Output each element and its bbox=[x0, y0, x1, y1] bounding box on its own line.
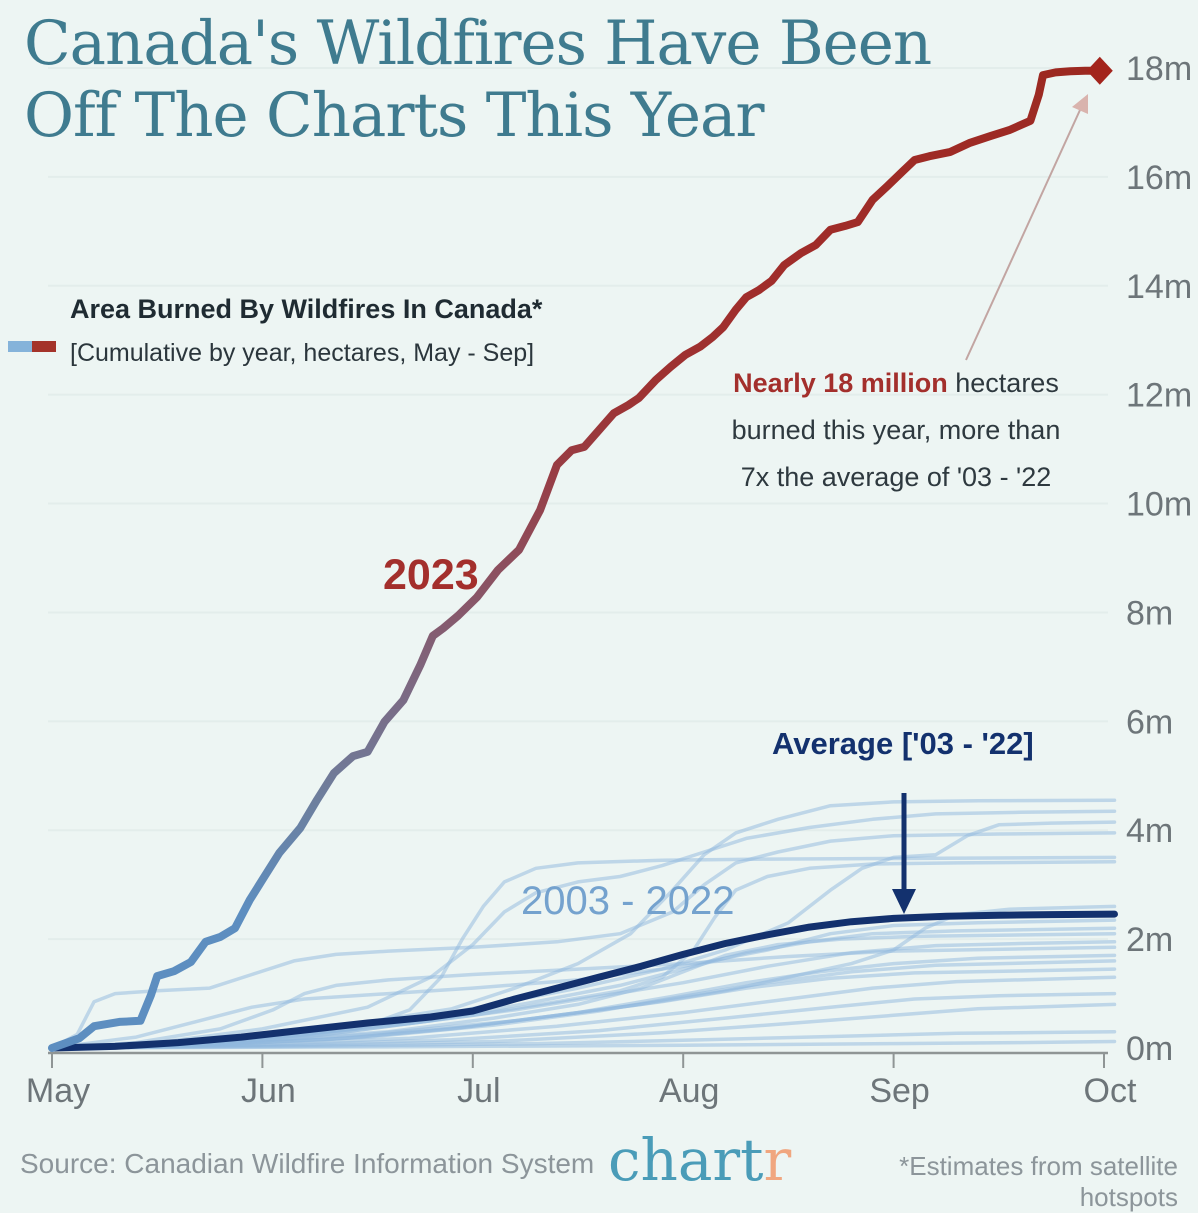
page-title-line1: Canada's Wildfires Have Been bbox=[24, 8, 932, 79]
historical-year-line bbox=[50, 831, 1117, 1050]
annotation-text: Nearly 18 million hectares burned this y… bbox=[698, 360, 1094, 501]
page-title: Canada's Wildfires Have Been Off The Cha… bbox=[24, 8, 1109, 152]
page-title-line2: Off The Charts This Year bbox=[24, 79, 764, 151]
historical-year-line bbox=[50, 809, 1117, 1050]
annotation-line1-rest: hectares bbox=[947, 368, 1059, 398]
y-tick-label: 8m bbox=[1126, 594, 1173, 632]
annotation-line2: burned this year, more than bbox=[731, 415, 1061, 445]
annotation-line3: 7x the average of '03 - '22 bbox=[740, 462, 1052, 492]
historical-year-line bbox=[50, 945, 1117, 1050]
y-tick-label: 6m bbox=[1126, 703, 1173, 741]
estimates-footnote: *Estimates from satellite hotspots bbox=[899, 1151, 1178, 1212]
chartr-logo-chart: chart bbox=[608, 1126, 764, 1194]
line-2023 bbox=[48, 66, 1104, 1052]
axis-tick-labels: 0m 2m 4m 6m 8m 10m 12m 14m 16m 18m May Jun Jul Aug Sep… bbox=[26, 50, 1192, 1110]
legend-swatch-red bbox=[32, 341, 56, 352]
legend-subtitle: [Cumulative by year, hectares, May - Sep… bbox=[70, 339, 535, 367]
chartr-logo: chartr bbox=[608, 1126, 791, 1194]
y-tick-label: 14m bbox=[1126, 268, 1192, 306]
historical-year-line bbox=[50, 918, 1117, 1050]
label-2003-2022: 2003 - 2022 bbox=[521, 879, 735, 923]
x-tick-label: Jun bbox=[241, 1072, 296, 1110]
y-tick-label: 2m bbox=[1126, 921, 1173, 959]
legend-swatch-blue bbox=[8, 341, 32, 352]
historical-year-line bbox=[50, 967, 1117, 1050]
historical-year-lines bbox=[50, 798, 1117, 1050]
y-tick-label: 18m bbox=[1126, 50, 1192, 88]
annotation-arrow bbox=[965, 94, 1088, 361]
y-tick-label: 10m bbox=[1126, 486, 1192, 524]
label-2023: 2023 bbox=[383, 551, 479, 599]
chartr-logo-r: r bbox=[763, 1126, 792, 1194]
y-tick-label: 16m bbox=[1126, 159, 1192, 197]
diamond-marker bbox=[1086, 56, 1113, 85]
historical-year-line bbox=[50, 904, 1117, 1050]
y-tick-label: 12m bbox=[1126, 377, 1192, 415]
legend-swatch bbox=[8, 341, 56, 352]
legend-title: Area Burned By Wildfires In Canada* bbox=[70, 294, 543, 324]
y-tick-label: 0m bbox=[1126, 1030, 1173, 1068]
y-tick-label: 4m bbox=[1126, 812, 1173, 850]
x-axis bbox=[48, 1051, 1108, 1068]
average-polyline bbox=[48, 910, 1118, 1052]
x-tick-label: Oct bbox=[1084, 1072, 1137, 1110]
average-line bbox=[48, 910, 1118, 1052]
label-average: Average ['03 - '22] bbox=[772, 726, 1034, 761]
x-tick-label: Aug bbox=[659, 1072, 720, 1110]
x-tick-label: Sep bbox=[869, 1072, 930, 1110]
x-tick-label: Jul bbox=[457, 1072, 500, 1110]
average-pointer-arrow bbox=[892, 793, 916, 914]
x-tick-label: May bbox=[26, 1072, 90, 1110]
historical-year-line bbox=[50, 1039, 1117, 1050]
chart-legend: Area Burned By Wildfires In Canada* [Cum… bbox=[70, 294, 542, 368]
annotation-line1: Nearly 18 million hectares bbox=[698, 360, 1094, 407]
line-2023-polyline bbox=[48, 66, 1104, 1052]
annotation-highlight: Nearly 18 million bbox=[733, 368, 948, 398]
source-credit: Source: Canadian Wildfire Information Sy… bbox=[20, 1148, 595, 1179]
endpoint-diamond-marker bbox=[1086, 56, 1113, 85]
historical-year-line bbox=[50, 931, 1117, 1050]
gridlines bbox=[48, 67, 1108, 941]
